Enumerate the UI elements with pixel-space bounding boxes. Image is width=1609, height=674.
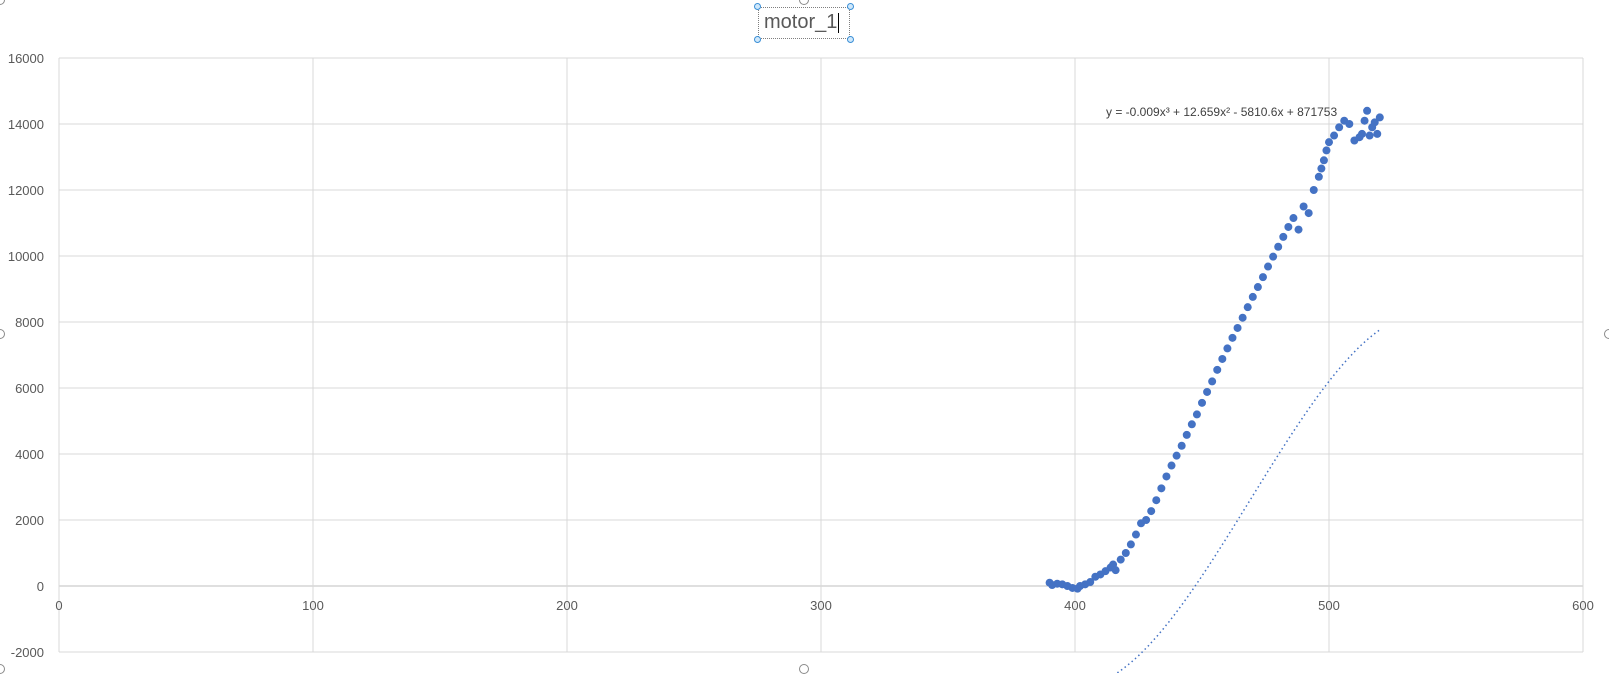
data-point [1152, 496, 1161, 505]
data-point [1203, 387, 1212, 396]
y-tick-label: 4000 [15, 447, 44, 462]
data-point [1172, 451, 1181, 460]
data-point [1238, 313, 1247, 322]
title-resize-handle-top-left[interactable] [754, 3, 761, 10]
x-tick-label: 300 [810, 598, 832, 613]
x-axis-tick-labels: 0 100 200 300 400 500 600 [55, 598, 1593, 613]
data-point [1314, 172, 1323, 181]
y-tick-label: 8000 [15, 315, 44, 330]
data-point [1223, 344, 1232, 353]
data-point [1182, 430, 1191, 439]
data-point [1167, 461, 1176, 470]
data-point [1358, 129, 1367, 138]
data-point [1131, 530, 1140, 539]
y-axis-tick-labels: -2000 0 2000 4000 6000 8000 10000 12000 14000 160… [8, 51, 44, 660]
data-point [1325, 138, 1333, 147]
x-tick-label: 200 [556, 598, 578, 613]
title-resize-handle-top-right[interactable] [847, 3, 854, 10]
data-point [1157, 484, 1166, 493]
data-point [1162, 472, 1171, 481]
trendline-equation-label[interactable]: y = -0.009x³ + 12.659x² - 5810.6x + 8717… [1106, 105, 1337, 119]
data-point [1086, 578, 1095, 587]
data-point [1218, 354, 1227, 363]
data-point [1345, 120, 1354, 128]
data-point [1365, 131, 1374, 140]
data-point [1322, 146, 1331, 155]
data-point [1233, 323, 1242, 332]
data-point [1111, 566, 1120, 575]
data-point [1228, 333, 1237, 342]
gridlines [58, 57, 1584, 653]
chart-title-box[interactable]: motor_1 [758, 7, 850, 39]
y-tick-label: 0 [37, 579, 44, 594]
data-point [1360, 116, 1369, 125]
data-point [1147, 507, 1156, 516]
data-point [1373, 129, 1382, 138]
data-point [1370, 118, 1379, 127]
data-point [1309, 186, 1318, 194]
data-point [1274, 242, 1283, 251]
data-point [1192, 410, 1201, 419]
x-tick-label: 600 [1572, 598, 1594, 613]
y-tick-label: 12000 [8, 183, 44, 198]
data-point [1304, 209, 1313, 218]
x-tick-label: 0 [55, 598, 62, 613]
data-point [1213, 365, 1222, 374]
data-point [1248, 292, 1257, 301]
data-point [1142, 516, 1151, 524]
title-resize-handle-bottom-right[interactable] [847, 36, 854, 43]
chart-title-text: motor_1 [764, 11, 838, 33]
x-tick-label: 400 [1064, 598, 1086, 613]
data-point [1264, 262, 1273, 271]
y-tick-label: 16000 [8, 51, 44, 66]
data-point [1335, 123, 1344, 132]
data-point [1375, 113, 1384, 122]
data-point [1330, 131, 1339, 140]
y-tick-label: 14000 [8, 117, 44, 132]
data-point [1177, 441, 1186, 450]
data-points [1045, 106, 1384, 593]
data-point [1317, 164, 1326, 173]
y-tick-label: 6000 [15, 381, 44, 396]
text-cursor [838, 12, 840, 33]
y-tick-label: 10000 [8, 249, 44, 264]
title-resize-handle-bottom-left[interactable] [754, 36, 761, 43]
data-point [1187, 420, 1196, 429]
data-point [1121, 549, 1130, 557]
y-tick-label: -2000 [11, 645, 44, 660]
data-point [1319, 156, 1328, 165]
data-point [1294, 225, 1303, 234]
chart-title[interactable]: motor_1 [764, 11, 840, 34]
data-point [1253, 283, 1262, 292]
data-point [1299, 202, 1308, 211]
data-point [1284, 222, 1293, 231]
data-point [1279, 232, 1288, 241]
x-tick-label: 500 [1318, 598, 1340, 613]
data-point [1289, 214, 1298, 223]
data-point [1198, 398, 1206, 407]
chart-resize-handle-right[interactable] [1604, 329, 1609, 339]
data-point [1116, 555, 1125, 564]
data-point [1269, 252, 1278, 261]
data-point [1126, 540, 1135, 549]
data-point [1243, 303, 1252, 312]
x-tick-label: 100 [302, 598, 324, 613]
data-point [1363, 106, 1372, 115]
data-point [1258, 273, 1267, 282]
y-tick-label: 2000 [15, 513, 44, 528]
data-point [1208, 377, 1217, 386]
